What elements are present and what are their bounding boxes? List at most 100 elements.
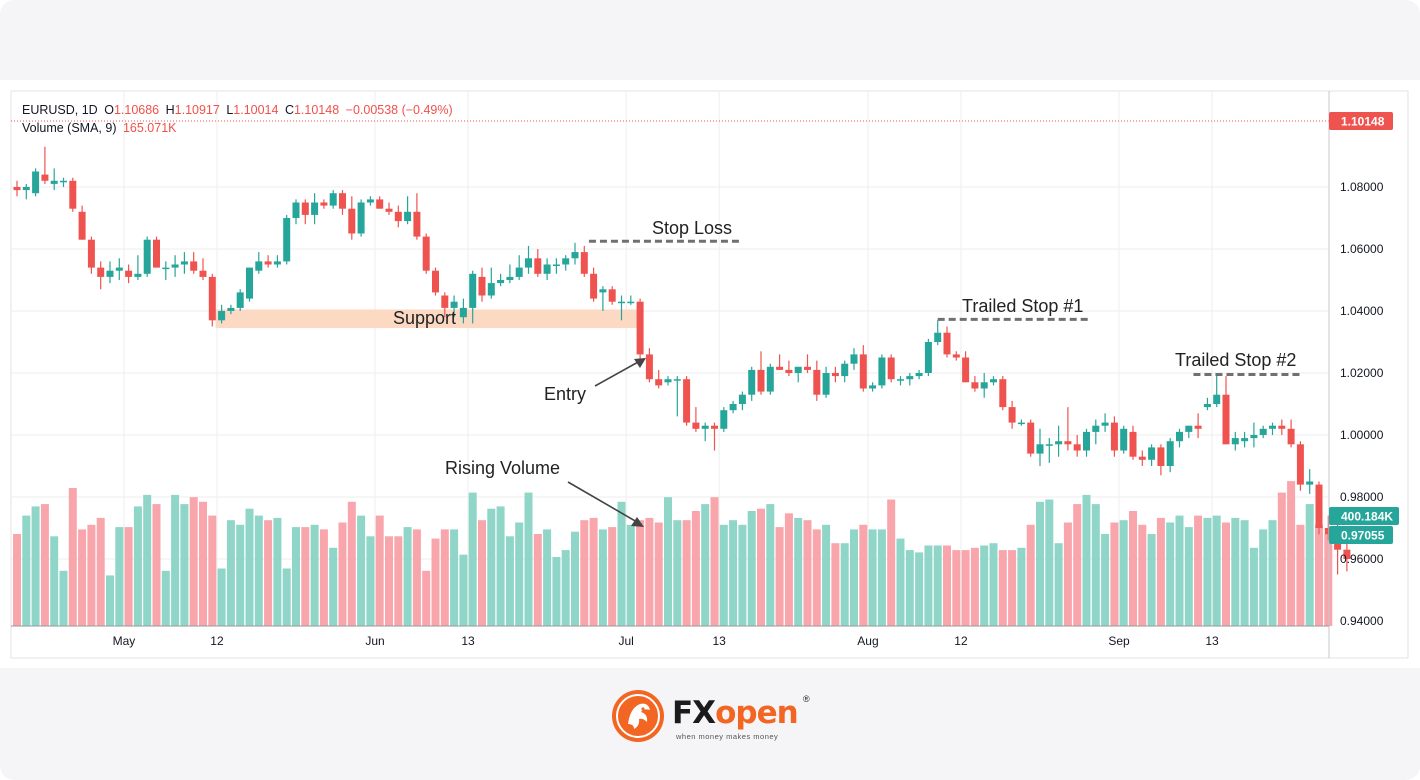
candle[interactable] [804, 354, 811, 373]
candle[interactable] [246, 267, 253, 302]
candle[interactable] [301, 199, 309, 225]
candle[interactable] [60, 177, 67, 187]
candle[interactable] [106, 261, 114, 284]
candle[interactable] [329, 190, 337, 209]
candle[interactable] [1138, 450, 1146, 467]
candle[interactable] [1185, 425, 1193, 439]
candle[interactable] [478, 267, 486, 302]
candle[interactable] [608, 286, 616, 305]
candle[interactable] [218, 304, 226, 324]
candle[interactable] [376, 196, 384, 209]
candle[interactable] [878, 354, 886, 389]
candle[interactable] [1092, 419, 1100, 445]
candle[interactable] [599, 286, 607, 311]
symbol-label[interactable]: EURUSD, 1D [22, 103, 98, 117]
candle[interactable] [692, 407, 700, 432]
candle[interactable] [1296, 441, 1304, 491]
candle[interactable] [1203, 397, 1211, 411]
candle[interactable] [943, 326, 951, 358]
candle[interactable] [273, 255, 281, 268]
candle[interactable] [1064, 407, 1072, 451]
candle[interactable] [441, 292, 449, 318]
candle[interactable] [22, 183, 30, 200]
candle[interactable] [311, 193, 319, 225]
candle[interactable] [450, 295, 458, 318]
candle[interactable] [552, 258, 560, 274]
candle[interactable] [162, 261, 170, 280]
candle[interactable] [1213, 373, 1221, 408]
candle[interactable] [543, 258, 551, 280]
candle[interactable] [1148, 444, 1156, 466]
candle[interactable] [822, 366, 830, 398]
candle[interactable] [432, 267, 439, 296]
candle[interactable] [515, 255, 523, 280]
candle[interactable] [1083, 428, 1090, 457]
candle[interactable] [50, 168, 58, 191]
candle[interactable] [1194, 413, 1202, 439]
candle[interactable] [320, 199, 328, 209]
candle[interactable] [1176, 428, 1183, 448]
candle[interactable] [1269, 422, 1276, 435]
candle[interactable] [394, 205, 402, 228]
candle[interactable] [404, 196, 412, 225]
candle[interactable] [1222, 376, 1230, 445]
candle[interactable] [711, 422, 718, 451]
candle[interactable] [813, 360, 821, 401]
candle[interactable] [580, 245, 588, 277]
candle[interactable] [171, 255, 179, 277]
candle[interactable] [571, 242, 579, 265]
candle[interactable] [13, 180, 21, 197]
candle[interactable] [738, 391, 746, 411]
candle[interactable] [366, 196, 374, 206]
candle[interactable] [952, 351, 960, 361]
candle[interactable] [636, 298, 644, 361]
candle[interactable] [897, 376, 904, 386]
candle[interactable] [525, 245, 532, 274]
candle[interactable] [971, 376, 979, 392]
candle[interactable] [1287, 419, 1295, 448]
candle[interactable] [831, 366, 839, 383]
candle[interactable] [1157, 444, 1165, 476]
candle[interactable] [1259, 425, 1267, 439]
candle[interactable] [153, 236, 160, 268]
candle[interactable] [385, 202, 393, 215]
candle[interactable] [887, 354, 895, 383]
candle[interactable] [255, 252, 263, 274]
candle[interactable] [776, 354, 784, 370]
candle[interactable] [497, 273, 505, 287]
candle[interactable] [1008, 400, 1016, 429]
candle[interactable] [41, 146, 49, 184]
candle[interactable] [422, 233, 430, 274]
volume-label[interactable]: Volume (SMA, 9) [22, 121, 117, 135]
candle[interactable] [143, 236, 151, 277]
candle[interactable] [199, 258, 207, 280]
candle[interactable] [859, 345, 867, 392]
candle[interactable] [1231, 431, 1239, 451]
candle[interactable] [785, 360, 793, 377]
candle[interactable] [999, 376, 1007, 411]
candle[interactable] [357, 199, 365, 237]
candle[interactable] [1017, 419, 1025, 426]
candle[interactable] [1129, 425, 1137, 460]
candle[interactable] [32, 168, 40, 197]
candle[interactable] [757, 351, 765, 395]
candle[interactable] [292, 199, 300, 225]
candle[interactable] [990, 376, 997, 386]
candle[interactable] [766, 363, 774, 395]
candle[interactable] [869, 382, 877, 392]
candle[interactable] [125, 264, 133, 284]
candle[interactable] [1250, 422, 1258, 448]
candle[interactable] [236, 289, 244, 311]
candle[interactable] [1241, 431, 1249, 448]
candle[interactable] [413, 193, 421, 240]
candle[interactable] [534, 249, 542, 277]
candle[interactable] [348, 196, 356, 240]
candle[interactable] [850, 348, 858, 370]
candle[interactable] [1110, 416, 1118, 457]
candle[interactable] [78, 205, 86, 240]
candle[interactable] [673, 376, 681, 417]
candle[interactable] [1055, 425, 1063, 457]
candle[interactable] [506, 264, 514, 284]
candle[interactable] [1036, 428, 1044, 466]
